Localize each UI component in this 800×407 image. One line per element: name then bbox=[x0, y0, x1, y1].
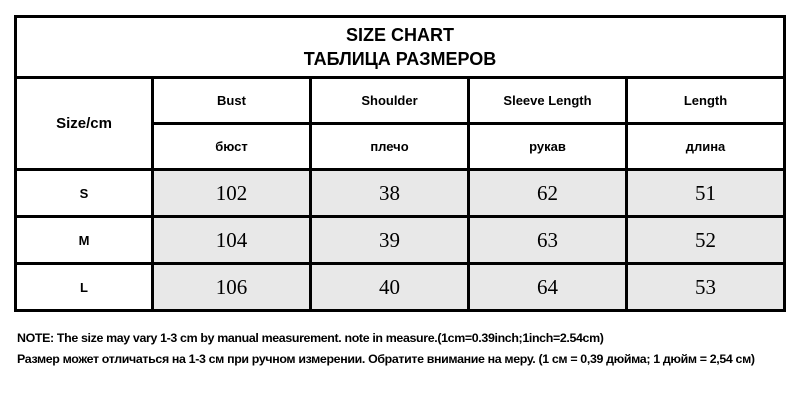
value-cell: 52 bbox=[625, 215, 786, 265]
value-cell: 104 bbox=[151, 215, 312, 265]
value-cell: 39 bbox=[309, 215, 470, 265]
table-title: SIZE CHART ТАБЛИЦА РАЗМЕРОВ bbox=[14, 15, 786, 79]
col-header-sleeve-ru: рукав bbox=[467, 122, 628, 171]
value-cell: 51 bbox=[625, 168, 786, 218]
size-label: M bbox=[14, 215, 154, 265]
value-cell: 40 bbox=[309, 262, 470, 312]
title-en: SIZE CHART bbox=[346, 25, 454, 45]
value-cell: 38 bbox=[309, 168, 470, 218]
value-cell: 106 bbox=[151, 262, 312, 312]
value-cell: 53 bbox=[625, 262, 786, 312]
col-header-length: Length bbox=[625, 76, 786, 125]
table-row: S 102 38 62 51 bbox=[14, 168, 786, 218]
size-header: Size/cm bbox=[14, 76, 154, 171]
value-cell: 63 bbox=[467, 215, 628, 265]
size-label: S bbox=[14, 168, 154, 218]
col-header-shoulder: Shoulder bbox=[309, 76, 470, 125]
col-header-bust-ru: бюст bbox=[151, 122, 312, 171]
col-header-shoulder-ru: плечо bbox=[309, 122, 470, 171]
value-cell: 62 bbox=[467, 168, 628, 218]
col-header-bust: Bust bbox=[151, 76, 312, 125]
value-cell: 64 bbox=[467, 262, 628, 312]
title-ru: ТАБЛИЦА РАЗМЕРОВ bbox=[303, 49, 497, 69]
col-header-sleeve: Sleeve Length bbox=[467, 76, 628, 125]
value-cell: 102 bbox=[151, 168, 312, 218]
col-header-length-ru: длина bbox=[625, 122, 786, 171]
note-en: NOTE: The size may vary 1-3 cm by manual… bbox=[17, 331, 604, 345]
table-row: M 104 39 63 52 bbox=[14, 215, 786, 265]
table-row: L 106 40 64 53 bbox=[14, 262, 786, 312]
note-ru: Размер может отличаться на 1-3 см при ру… bbox=[17, 352, 755, 366]
size-label: L bbox=[14, 262, 154, 312]
size-chart-table: SIZE CHART ТАБЛИЦА РАЗМЕРОВ Size/cm Bust… bbox=[14, 15, 786, 312]
measurement-note: NOTE: The size may vary 1-3 cm by manual… bbox=[17, 328, 792, 370]
